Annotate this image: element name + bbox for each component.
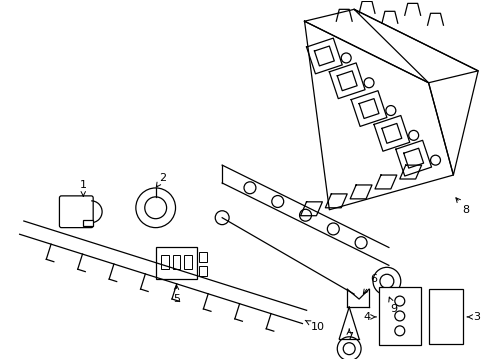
Circle shape xyxy=(144,197,166,219)
Circle shape xyxy=(379,274,393,288)
Bar xyxy=(155,247,197,279)
Text: 2: 2 xyxy=(156,173,166,187)
Circle shape xyxy=(343,343,354,355)
Bar xyxy=(184,255,192,269)
Bar xyxy=(378,287,420,345)
Text: 4: 4 xyxy=(363,312,375,322)
Circle shape xyxy=(337,337,360,360)
Circle shape xyxy=(408,130,418,140)
Bar xyxy=(161,255,168,269)
Bar xyxy=(83,220,93,226)
Bar xyxy=(172,255,180,269)
Bar xyxy=(199,252,207,262)
Text: 3: 3 xyxy=(466,312,479,322)
FancyBboxPatch shape xyxy=(60,196,93,228)
Circle shape xyxy=(385,105,395,116)
Text: 7: 7 xyxy=(345,329,352,342)
Circle shape xyxy=(394,326,404,336)
Bar xyxy=(427,289,462,344)
Circle shape xyxy=(326,223,339,235)
Circle shape xyxy=(244,182,255,194)
Text: 8: 8 xyxy=(455,198,469,215)
Circle shape xyxy=(364,78,373,88)
Circle shape xyxy=(215,211,229,225)
Circle shape xyxy=(136,188,175,228)
Circle shape xyxy=(372,267,400,295)
Text: 5: 5 xyxy=(173,285,180,304)
Circle shape xyxy=(299,209,311,221)
Circle shape xyxy=(429,155,440,165)
Circle shape xyxy=(271,195,283,207)
Text: 1: 1 xyxy=(80,180,86,196)
Bar xyxy=(199,266,207,276)
Text: 6: 6 xyxy=(363,274,377,294)
Text: 9: 9 xyxy=(388,297,397,314)
Circle shape xyxy=(394,311,404,321)
Circle shape xyxy=(354,237,366,249)
Circle shape xyxy=(394,296,404,306)
Text: 10: 10 xyxy=(305,320,324,332)
Circle shape xyxy=(341,53,350,63)
